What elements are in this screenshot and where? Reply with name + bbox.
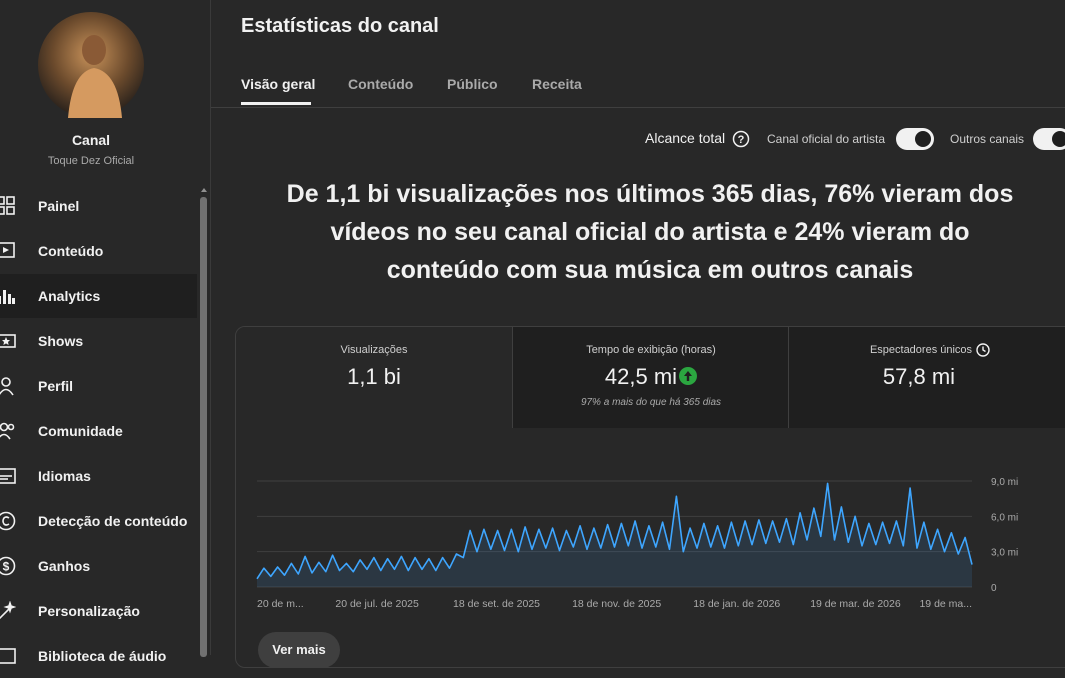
icon xyxy=(0,601,16,620)
metric-label: Visualizações xyxy=(340,344,408,356)
icon: $ xyxy=(0,556,16,576)
icon xyxy=(0,468,16,484)
metric-value: 57,8 mi xyxy=(882,364,956,389)
nav-item[interactable]: Biblioteca de áudio xyxy=(0,634,197,678)
nav-item[interactable]: Perfil xyxy=(0,364,197,408)
line-area xyxy=(257,483,972,587)
tab-underline xyxy=(241,102,311,105)
nav-item[interactable]: Detecção de conteúdo xyxy=(0,499,197,543)
nav-label: Perfil xyxy=(38,378,74,394)
line-series xyxy=(256,482,973,580)
nav-label: Conteúdo xyxy=(38,243,104,259)
sidebar: Canal Toque Dez Oficial Painel Conteúdo … xyxy=(0,0,211,664)
channel-title: Canal xyxy=(71,132,111,148)
nav-label: Painel xyxy=(38,198,80,214)
see-more-button[interactable]: Ver mais xyxy=(258,632,340,667)
overview-card: Visualizações 1,1 bi Tempo de exibição (… xyxy=(235,326,1065,668)
reach-label: Alcance total xyxy=(645,130,726,146)
metric-tile[interactable]: Espectadores únicos 57,8 mi xyxy=(788,327,1065,428)
icon xyxy=(0,242,15,258)
nav-item[interactable]: Shows xyxy=(0,319,197,363)
icon xyxy=(0,422,15,440)
metric-value: 1,1 bi xyxy=(347,364,401,389)
metric-tile[interactable]: Visualizações 1,1 bi xyxy=(236,327,512,428)
icon xyxy=(0,511,16,531)
nav-item[interactable]: Conteúdo xyxy=(0,229,197,273)
x-tick-label: 18 de jan. de 2026 xyxy=(693,598,780,610)
y-tick-label: 6,0 mi xyxy=(991,512,1018,523)
y-tick-label: 9,0 mi xyxy=(991,477,1018,488)
toggle[interactable] xyxy=(1032,127,1065,151)
y-tick-label: 0 xyxy=(991,583,997,594)
icon xyxy=(0,648,16,664)
icon xyxy=(0,334,16,348)
nav-item[interactable]: Painel xyxy=(0,184,197,228)
up-arrow-icon xyxy=(679,367,697,385)
nav-label: Comunidade xyxy=(38,423,123,439)
divider xyxy=(211,107,1065,108)
icon xyxy=(0,196,15,215)
nav-item[interactable]: Personalização xyxy=(0,589,197,633)
help-icon[interactable]: ? xyxy=(732,130,750,148)
x-tick-label: 18 de set. de 2025 xyxy=(453,598,540,610)
nav-label: Personalização xyxy=(38,603,140,619)
toggle-label: Outros canais xyxy=(950,132,1025,146)
svg-text:$: $ xyxy=(3,560,10,574)
clock-icon xyxy=(976,343,990,357)
tab[interactable]: Público xyxy=(447,76,498,92)
nav-label: Detecção de conteúdo xyxy=(38,513,188,529)
line-chart: 0 3,0 mi 6,0 mi 9,0 mi 20 de m... 20 de jul. … xyxy=(256,477,1018,610)
nav-label: Ganhos xyxy=(38,558,91,574)
metric-tile[interactable]: Tempo de exibição (horas) 42,5 mi 97% a … xyxy=(512,327,789,428)
page-title: Estatísticas do canal xyxy=(241,15,439,37)
metric-note: 97% a mais do que há 365 dias xyxy=(580,397,722,408)
nav-label: Shows xyxy=(38,333,84,349)
x-tick-label: 20 de m... xyxy=(257,598,304,610)
x-tick-label: 19 de mar. de 2026 xyxy=(810,598,901,610)
tab[interactable]: Receita xyxy=(532,76,582,92)
icon xyxy=(0,377,14,396)
nav-item[interactable]: Idiomas xyxy=(0,454,197,498)
y-tick-label: 3,0 mi xyxy=(991,548,1018,559)
channel-avatar[interactable] xyxy=(38,12,144,118)
toggle[interactable] xyxy=(895,127,935,151)
nav-item[interactable]: Analytics xyxy=(0,274,197,318)
x-tick-label: 19 de ma... xyxy=(919,598,972,610)
nav-item[interactable]: Comunidade xyxy=(0,409,197,453)
channel-name: Toque Dez Oficial xyxy=(47,155,135,167)
x-tick-label: 20 de jul. de 2025 xyxy=(335,598,419,610)
nav-item[interactable]: $ Ganhos xyxy=(0,544,197,588)
scroll-arrow[interactable] xyxy=(200,187,208,193)
scrollbar[interactable] xyxy=(200,197,207,657)
metric-label: Tempo de exibição (horas) xyxy=(586,344,716,356)
metric-value: 42,5 mi xyxy=(604,364,678,389)
x-tick-label: 18 de nov. de 2025 xyxy=(572,598,661,610)
nav-label: Biblioteca de áudio xyxy=(38,648,167,664)
icon xyxy=(0,290,15,304)
tab[interactable]: Conteúdo xyxy=(348,76,414,92)
main: Estatísticas do canal Visão geral Conteú… xyxy=(211,0,1065,655)
metric-label: Espectadores únicos xyxy=(869,344,973,356)
svg-text:?: ? xyxy=(738,134,745,146)
tab[interactable]: Visão geral xyxy=(241,76,316,92)
headline: De 1,1 bi visualizações nos últimos 365 … xyxy=(286,180,1014,284)
nav-label: Analytics xyxy=(38,288,101,304)
toggle-label: Canal oficial do artista xyxy=(767,132,886,146)
nav-label: Idiomas xyxy=(38,468,91,484)
